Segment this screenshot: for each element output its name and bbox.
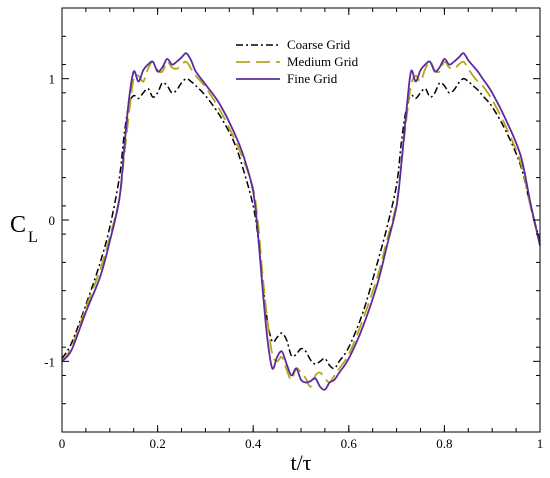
y-axis-label-main: C	[10, 212, 26, 238]
y-axis-label-subscript: L	[28, 229, 38, 246]
y-axis-label: C L	[10, 212, 38, 246]
y-tick-label: 0	[49, 213, 56, 228]
series-line-medium-grid	[61, 60, 541, 388]
x-tick-label: 0.2	[149, 436, 165, 451]
axis-ticks: 0 0.2 0.4 0.6 0.8 1 -1 0 1	[44, 7, 544, 451]
x-tick-label: 0	[59, 436, 66, 451]
y-tick-label: -1	[44, 354, 55, 369]
legend-label-coarse-grid: Coarse Grid	[287, 37, 351, 52]
legend: Coarse Grid Medium Grid Fine Grid	[236, 37, 359, 86]
series-line-fine-grid	[61, 52, 541, 391]
x-axis-label: t/τ	[290, 450, 311, 475]
x-tick-label: 1	[537, 436, 544, 451]
x-tick-label: 0.6	[341, 436, 358, 451]
series-line-coarse-grid	[61, 77, 541, 370]
legend-label-medium-grid: Medium Grid	[287, 54, 359, 69]
x-tick-label: 0.4	[245, 436, 262, 451]
plot-content	[61, 52, 541, 391]
y-tick-label: 1	[49, 72, 56, 87]
x-tick-label: 0.8	[436, 436, 452, 451]
legend-label-fine-grid: Fine Grid	[287, 71, 338, 86]
